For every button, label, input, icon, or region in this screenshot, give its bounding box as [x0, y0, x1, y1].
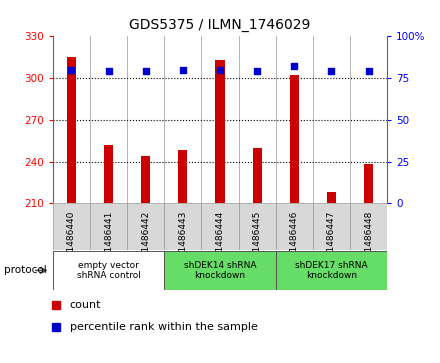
Title: GDS5375 / ILMN_1746029: GDS5375 / ILMN_1746029 [129, 19, 311, 33]
Point [68, 67, 75, 73]
Text: GSM1486446: GSM1486446 [290, 210, 299, 271]
Bar [164, 251, 276, 290]
Bar [350, 203, 387, 250]
Bar [53, 203, 90, 250]
Bar [290, 75, 299, 203]
Bar [202, 203, 238, 250]
Bar [215, 60, 225, 203]
Text: protocol: protocol [4, 265, 47, 276]
Point [253, 69, 260, 74]
Point [180, 67, 187, 73]
Bar [164, 203, 202, 250]
Point [291, 64, 298, 69]
Bar [364, 164, 373, 203]
Text: shDEK14 shRNA
knockdown: shDEK14 shRNA knockdown [184, 261, 256, 280]
Text: GSM1486442: GSM1486442 [141, 210, 150, 270]
Text: GSM1486443: GSM1486443 [178, 210, 187, 271]
Point [142, 69, 149, 74]
Text: GSM1486444: GSM1486444 [216, 210, 224, 270]
Bar [253, 148, 262, 203]
Bar [104, 145, 113, 203]
Bar [53, 251, 164, 290]
Text: count: count [70, 300, 101, 310]
Bar [276, 203, 313, 250]
Bar [90, 203, 127, 250]
Point [105, 69, 112, 74]
Text: GSM1486441: GSM1486441 [104, 210, 113, 271]
Bar [178, 150, 187, 203]
Bar [327, 192, 336, 203]
Bar [313, 203, 350, 250]
Text: percentile rank within the sample: percentile rank within the sample [70, 322, 257, 332]
Point [216, 67, 224, 73]
Point [365, 69, 372, 74]
Text: empty vector
shRNA control: empty vector shRNA control [77, 261, 140, 280]
Bar [67, 57, 76, 203]
Text: GSM1486445: GSM1486445 [253, 210, 262, 271]
Text: shDEK17 shRNA
knockdown: shDEK17 shRNA knockdown [295, 261, 368, 280]
Point [328, 69, 335, 74]
Text: GSM1486448: GSM1486448 [364, 210, 373, 271]
Bar [276, 251, 387, 290]
Text: GSM1486447: GSM1486447 [327, 210, 336, 271]
Bar [141, 156, 150, 203]
Bar [238, 203, 276, 250]
Text: GSM1486440: GSM1486440 [67, 210, 76, 271]
Bar [127, 203, 164, 250]
